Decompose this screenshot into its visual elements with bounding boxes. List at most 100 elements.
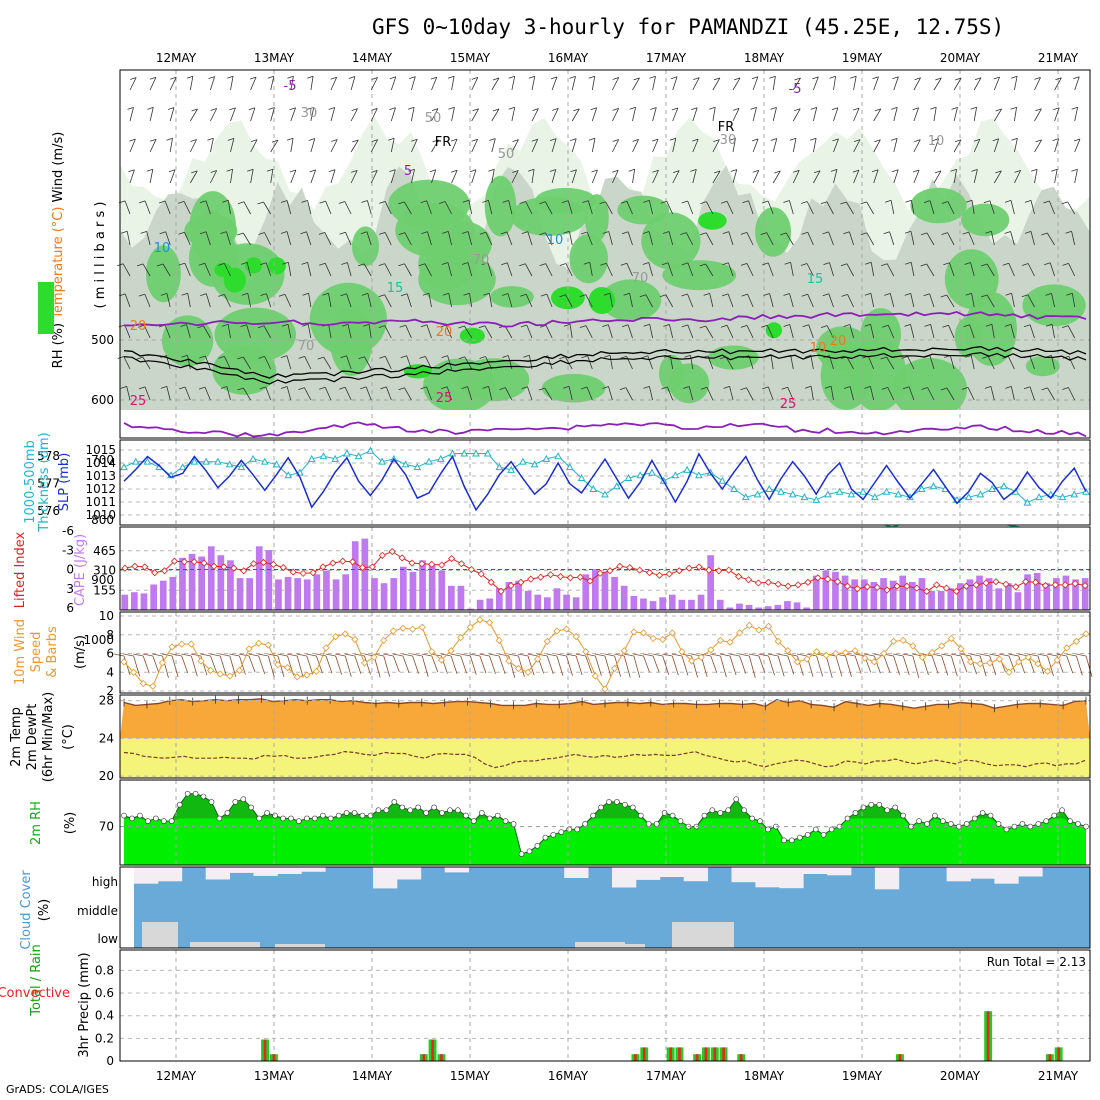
wind-barb <box>893 107 898 122</box>
contour-label: 30 <box>720 133 737 148</box>
wind-barb-flag <box>590 107 597 111</box>
li-point <box>1002 580 1010 588</box>
wind-barb-flag <box>199 200 207 204</box>
contour-label: FR <box>718 120 735 135</box>
wind-speed-point <box>207 666 215 674</box>
cape-bar <box>697 594 705 610</box>
wind-barb-flag <box>222 199 229 203</box>
surface-wind-barb-flag <box>719 653 731 657</box>
wind-barb <box>324 387 332 401</box>
wind-barb-flag <box>751 138 759 142</box>
surface-wind-barb-flag <box>460 653 471 657</box>
wind-barb <box>1014 170 1021 184</box>
wind-barb <box>411 107 415 122</box>
wind-barb <box>384 232 392 246</box>
wind-barb-flag <box>1073 76 1080 80</box>
wind-barb <box>205 293 211 308</box>
rh2m-point <box>852 810 859 816</box>
wind-speed-point <box>707 646 715 654</box>
wind-barb-flag <box>923 293 930 297</box>
wind-barb-flag <box>166 137 173 141</box>
cape-bar <box>620 585 628 610</box>
li-point <box>893 582 901 590</box>
surface-wind-barb <box>277 655 285 677</box>
rh2m-point <box>916 818 922 824</box>
wind-barb-flag <box>860 232 868 236</box>
cape-bar <box>476 599 484 610</box>
surface-wind-barb <box>162 655 169 678</box>
rh2m-point <box>932 812 938 819</box>
surface-wind-barb <box>845 655 852 677</box>
wind-barb <box>747 293 754 308</box>
wind-barb <box>591 169 598 184</box>
wind-barb-flag <box>178 386 186 390</box>
wind-speed-point <box>688 657 696 665</box>
wind-barb <box>726 201 734 215</box>
top-x-tick-label-7: 19MAY <box>842 51 883 65</box>
wind-barb-flag <box>1021 294 1029 298</box>
wind-barb-flag <box>249 76 257 80</box>
wind-barb <box>887 387 895 401</box>
rh-green-blob <box>755 207 792 257</box>
wind-barb <box>166 386 171 401</box>
wind-barb-flag <box>441 355 448 358</box>
cape-bar <box>793 602 801 610</box>
wind-barb <box>806 201 814 215</box>
wind-barb <box>242 356 251 370</box>
wind-speed-point <box>418 623 426 631</box>
wind-barb-flag <box>398 201 405 205</box>
temp-tick-label: 20 <box>99 769 114 783</box>
wind-barb <box>230 76 234 91</box>
surface-wind-barb-flag <box>296 653 307 657</box>
dewpoint-fill <box>120 738 1090 778</box>
li-point <box>477 570 485 578</box>
rh2m-point <box>598 804 604 811</box>
rh2m-point <box>232 799 239 805</box>
thickness-point <box>730 484 738 492</box>
cape-bar <box>822 570 830 610</box>
rh-green-blob <box>641 212 701 270</box>
thickness-point <box>695 471 703 479</box>
li-point <box>616 562 624 570</box>
cape-bar <box>428 564 436 610</box>
li-point <box>824 575 832 583</box>
wind-barb-flag <box>248 107 256 111</box>
top-x-tick-label-3: 15MAY <box>450 51 491 65</box>
surface-wind-barb <box>739 655 747 674</box>
wind-barb-flag <box>612 139 619 142</box>
wind-barb <box>846 356 854 370</box>
wind-barb <box>364 356 372 370</box>
wind-barb <box>384 356 392 370</box>
rh2m-point <box>622 801 628 808</box>
li-point <box>210 562 218 570</box>
wind-barb-flag <box>458 325 465 329</box>
wind-speed-point <box>505 657 513 665</box>
li-tick-label: -6 <box>62 524 74 538</box>
wind-barb <box>1054 169 1058 184</box>
li-point <box>259 558 268 567</box>
cape-bar <box>515 580 522 610</box>
wind-barb <box>205 231 211 246</box>
wind-barb <box>746 325 754 339</box>
wind-barb-flag <box>328 107 335 110</box>
cape-bar <box>726 607 734 610</box>
wind-barb <box>606 263 613 277</box>
wind-barb-flag <box>713 170 721 174</box>
surface-wind-barb-flag <box>354 653 365 657</box>
surface-wind-barb-flag <box>652 653 663 657</box>
thickness-point <box>788 490 797 498</box>
wind-barb-flag <box>226 168 233 172</box>
cape-bar <box>207 546 215 610</box>
wind-barb <box>384 263 392 277</box>
wind-barb <box>648 262 653 277</box>
contour-label: 10 <box>547 233 564 248</box>
wind-barb <box>250 107 256 122</box>
surface-wind-barb-flag <box>787 653 798 657</box>
wind-barb <box>531 139 539 153</box>
wind-barb-flag <box>380 386 387 390</box>
rh2m-point <box>399 804 406 811</box>
wind-barb-flag <box>770 107 777 110</box>
cape-bar <box>1024 574 1031 610</box>
thickness-point <box>812 495 821 503</box>
surface-wind-barb <box>787 655 795 675</box>
